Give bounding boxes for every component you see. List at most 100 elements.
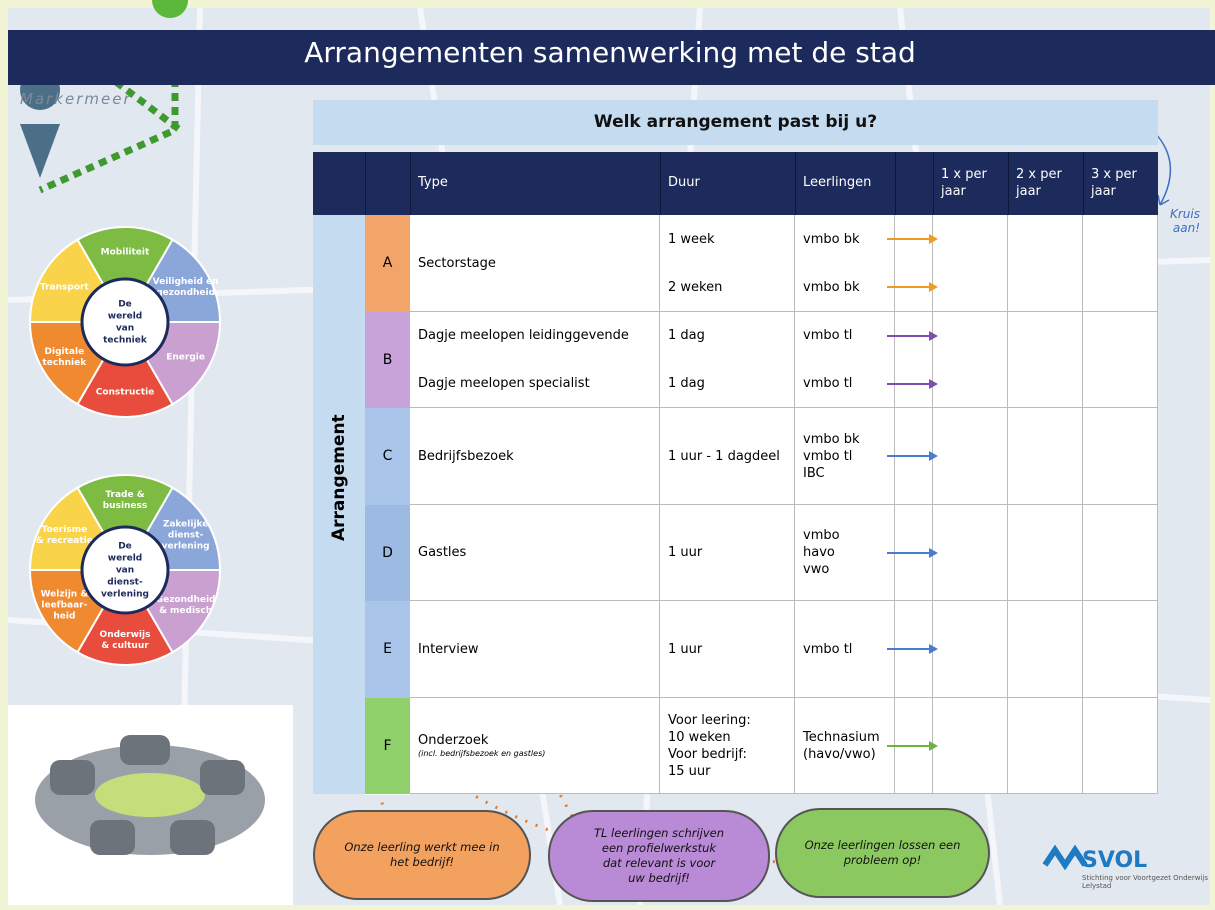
header-text: jaar (1016, 184, 1041, 199)
type-cell: Gastles (418, 505, 466, 602)
letter-cell: A (365, 215, 410, 313)
header-divider (365, 152, 366, 215)
wheel-center-text: techniek (103, 336, 148, 346)
header-text: Type (418, 175, 448, 190)
arrow-head (929, 547, 938, 558)
wheel-center-text: verlening (101, 590, 149, 600)
segment-label: techniek (43, 358, 88, 368)
segment-label: & cultuur (101, 641, 149, 651)
duur-text: 1 uur (668, 545, 703, 561)
leerlingen-cell: vmbo bk vmbo tl IBC (803, 408, 859, 505)
cell (895, 311, 933, 408)
leerlingen-text: havo (803, 545, 835, 561)
leerlingen-text: vmbo (803, 528, 840, 544)
cell (1008, 697, 1083, 794)
arrow (887, 334, 931, 337)
header-divider (795, 152, 796, 215)
leerlingen-text: vwo (803, 562, 830, 578)
cell (660, 504, 795, 601)
header-divider (895, 152, 896, 215)
wheel-center-text: wereld (108, 312, 143, 322)
leerlingen-text: vmbo bk (803, 431, 860, 447)
cell (660, 697, 795, 794)
type-cell: Dagje meelopen specialist (418, 360, 590, 408)
duur-cell: Voor leering: 10 weken Voor bedrijf: 15 uur (668, 698, 751, 795)
segment-label: Zakelijke (163, 520, 209, 530)
header-cell: 2 x per jaar (1016, 166, 1086, 200)
segment-label: verlening (162, 542, 210, 552)
header-text: 2 x per (1016, 167, 1062, 182)
segment-label: Trade & (105, 490, 144, 500)
cell (795, 215, 895, 312)
arrow-head (929, 234, 938, 245)
segment-label: Digitale (45, 347, 85, 357)
table: Type Duur Leerlingen 1 x per jaar 2 x per jaar… (313, 152, 1158, 795)
segment-label: Veiligheid en (153, 277, 219, 287)
type-text: Onderzoek (418, 733, 489, 749)
arrow-head (929, 330, 938, 341)
header-text: jaar (1091, 184, 1116, 199)
type-cell: Dagje meelopen leidinggevende (418, 312, 629, 360)
segment-label: Toerisme (42, 525, 88, 535)
arrow (887, 286, 931, 289)
bubble-text: dat relevant is voor (602, 856, 716, 870)
title: Arrangementen samenwerking met de stad (304, 36, 916, 69)
map-label: Markermeer (20, 90, 132, 108)
cell (660, 601, 795, 698)
header-cell: Type (418, 174, 658, 191)
cell (1083, 311, 1158, 408)
header-cell: Duur (668, 174, 788, 191)
leerlingen-text: vmbo bk (803, 231, 860, 247)
segment-label: business (103, 501, 148, 511)
side-label: Arrangement (329, 414, 349, 541)
type-text: Interview (418, 641, 479, 657)
side-note: Kruis aan! (1170, 207, 1200, 235)
segment-label: Welzijn & (41, 590, 89, 600)
bubble: Onze leerling werkt mee in het bedrijf! (313, 810, 531, 900)
bubble-text: Onze leerlingen lossen een (804, 838, 961, 852)
header-text: Duur (668, 175, 700, 190)
bubble-text: uw bedrijf! (628, 871, 690, 885)
cell (410, 408, 660, 505)
header-divider (410, 152, 411, 215)
cell (933, 311, 1008, 408)
type-text: Dagje meelopen leidinggevende (418, 328, 629, 344)
letter-cell: B (365, 311, 410, 409)
cell (410, 311, 660, 408)
leerlingen-text: vmbo tl (803, 376, 853, 392)
segment-label: & recreatie (36, 536, 93, 546)
wheel-segment (76, 320, 174, 418)
bubble: TL leerlingen schrijven een profielwerkst… (548, 810, 770, 902)
cell (1083, 408, 1158, 505)
letter-cell: F (365, 697, 410, 795)
header-text: jaar (941, 184, 966, 199)
cell (660, 215, 795, 312)
wheel-center (80, 525, 170, 615)
leerlingen-cell: vmbo bk (803, 263, 859, 311)
duur-text: 10 weken (668, 729, 731, 745)
segment-label: gezondheid (156, 288, 215, 298)
segment-label: Onderwijs (100, 630, 151, 640)
bubble-text: het bedrijf! (390, 855, 454, 869)
type-note: (incl. bedrijfsbezoek en gastles) (418, 749, 546, 759)
leerlingen-text: Technasium (803, 729, 880, 745)
type-cell: Interview (418, 601, 478, 698)
segment-label: Gezondheid (156, 595, 216, 605)
arrow-head (929, 644, 938, 655)
arrow-head (929, 378, 938, 389)
header-divider (660, 152, 661, 215)
bubble-text: probleem op! (843, 853, 922, 867)
cell (1008, 311, 1083, 408)
wheel-segment (76, 226, 174, 324)
type-text: Dagje meelopen specialist (418, 376, 590, 392)
leerlingen-text: (havo/vwo) (803, 746, 876, 762)
duur-text: 1 uur (668, 641, 703, 657)
segment-label: heid (53, 612, 75, 622)
question: Welk arrangement past bij u? (313, 100, 1158, 145)
duur-text: 1 dag (668, 328, 705, 344)
duur-text: 1 week (668, 231, 715, 247)
duur-text: 1 dag (668, 376, 705, 392)
type-cell: Sectorstage (418, 215, 496, 312)
bubble: Onze leerlingen lossen een probleem op! (775, 808, 990, 898)
cell (660, 311, 795, 408)
